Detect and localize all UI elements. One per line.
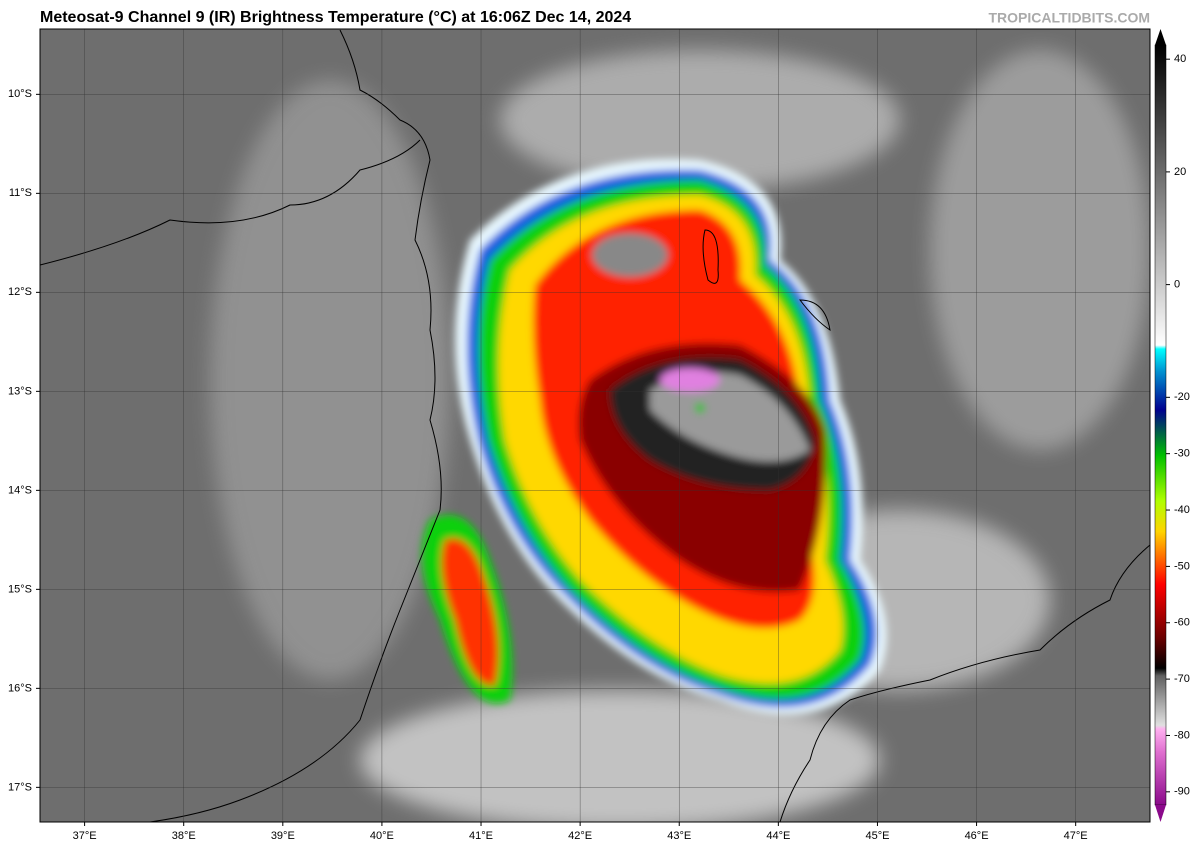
- y-tick-label: 13°S: [8, 385, 32, 397]
- colorbar-tick-label: -40: [1174, 504, 1190, 516]
- title: Meteosat-9 Channel 9 (IR) Brightness Tem…: [40, 9, 631, 26]
- y-tick-label: 12°S: [8, 286, 32, 298]
- colorbar-tick-label: -50: [1174, 560, 1190, 572]
- colorbar-tick-label: 0: [1174, 279, 1180, 291]
- colorbar-tick-label: -70: [1174, 673, 1190, 685]
- x-tick-label: 37°E: [73, 830, 97, 842]
- y-tick-label: 17°S: [8, 781, 32, 793]
- y-tick-label: 11°S: [9, 187, 32, 199]
- colorbar-tick-label: -20: [1174, 391, 1190, 403]
- x-tick-label: 43°E: [667, 830, 691, 842]
- colorbar-tick-label: -30: [1174, 448, 1190, 460]
- x-tick-label: 40°E: [370, 830, 394, 842]
- x-tick-label: 41°E: [469, 830, 493, 842]
- x-tick-label: 46°E: [965, 830, 989, 842]
- x-tick-label: 47°E: [1064, 830, 1088, 842]
- x-tick-label: 38°E: [172, 830, 196, 842]
- y-tick-label: 16°S: [8, 682, 32, 694]
- x-tick-label: 44°E: [766, 830, 790, 842]
- y-tick-label: 10°S: [8, 88, 32, 100]
- colorbar-tick-label: -80: [1174, 729, 1190, 741]
- watermark: TROPICALTIDBITS.COM: [988, 10, 1150, 26]
- imagery: [40, 29, 1150, 822]
- colorbar-tick-label: -90: [1174, 786, 1190, 798]
- y-tick-label: 15°S: [8, 583, 32, 595]
- colorbar-tick-label: 40: [1174, 53, 1186, 65]
- map-frame: [39, 28, 1151, 823]
- colorbar-tick-label: 20: [1174, 166, 1186, 178]
- colorbar-tick-label: -60: [1174, 617, 1190, 629]
- y-tick-label: 14°S: [8, 484, 32, 496]
- x-tick-label: 42°E: [568, 830, 592, 842]
- x-tick-label: 45°E: [865, 830, 889, 842]
- colorbar: [1154, 29, 1167, 822]
- x-tick-label: 39°E: [271, 830, 295, 842]
